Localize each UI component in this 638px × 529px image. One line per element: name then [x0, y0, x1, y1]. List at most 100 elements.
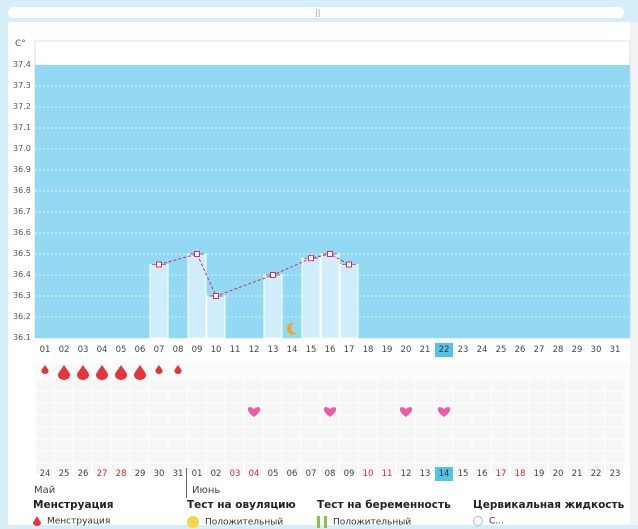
symptom-cell [530, 392, 547, 402]
symptom-cell [207, 416, 224, 426]
cycle-day-label[interactable]: 05 [115, 345, 127, 355]
symptom-cell [188, 392, 205, 402]
cycle-day-label[interactable]: 18 [362, 345, 374, 355]
cycle-day-label[interactable]: 09 [191, 345, 203, 355]
symptom-cell [264, 380, 281, 390]
cycle-day-label[interactable]: 06 [134, 345, 146, 355]
y-tick-label: 37.2 [13, 102, 31, 111]
cycle-day-label[interactable]: 25 [495, 345, 507, 355]
cycle-day-label[interactable]: 22 [435, 343, 453, 357]
symptom-cell [359, 392, 376, 402]
date-label[interactable]: 15 [457, 469, 469, 479]
date-label[interactable]: 10 [362, 469, 374, 479]
symptom-cell [416, 404, 433, 414]
date-label[interactable]: 16 [476, 469, 488, 479]
date-label[interactable]: 28 [115, 469, 127, 479]
date-label[interactable]: 07 [305, 469, 317, 479]
grip-icon[interactable]: || [315, 8, 321, 17]
symptom-cell [36, 380, 53, 390]
cycle-day-label[interactable]: 04 [96, 345, 108, 355]
symptom-cell [226, 416, 243, 426]
temperature-bar [187, 253, 207, 339]
date-label[interactable]: 09 [343, 469, 355, 479]
symptom-cell [473, 452, 490, 462]
symptom-cell [150, 416, 167, 426]
symptom-cell [131, 392, 148, 402]
date-label[interactable]: 26 [77, 469, 89, 479]
date-label[interactable]: 06 [286, 469, 298, 479]
symptom-cell [606, 392, 623, 402]
scroll-handle-bar[interactable]: || [8, 7, 624, 18]
symptom-cell [226, 464, 243, 474]
cycle-day-label[interactable]: 19 [381, 345, 393, 355]
vertical-scrollbar[interactable] [630, 22, 638, 525]
date-label[interactable]: 11 [381, 469, 393, 479]
symptom-cell [302, 392, 319, 402]
symptom-cell [378, 380, 395, 390]
symptom-cell [378, 440, 395, 450]
symptom-cell [283, 416, 300, 426]
cycle-day-label[interactable]: 12 [248, 345, 260, 355]
date-label[interactable]: 21 [571, 469, 583, 479]
symptom-cell [169, 440, 186, 450]
date-label[interactable]: 25 [58, 469, 70, 479]
symptom-cell [283, 464, 300, 474]
symptom-cell [207, 464, 224, 474]
date-label[interactable]: 24 [39, 469, 51, 479]
symptom-cell [416, 416, 433, 426]
cycle-day-label[interactable]: 02 [58, 345, 70, 355]
y-tick-label: 36.4 [13, 270, 31, 279]
cycle-day-label[interactable]: 08 [172, 345, 184, 355]
date-label[interactable]: 31 [172, 469, 184, 479]
cycle-day-label[interactable]: 23 [457, 345, 469, 355]
temperature-point [213, 293, 219, 299]
cycle-day-label[interactable]: 16 [324, 345, 336, 355]
cycle-day-label[interactable]: 20 [400, 345, 412, 355]
symptom-cell [340, 416, 357, 426]
cycle-day-label[interactable]: 10 [210, 345, 222, 355]
cycle-day-label[interactable]: 13 [267, 345, 279, 355]
date-label[interactable]: 02 [210, 469, 222, 479]
cycle-day-label[interactable]: 14 [286, 345, 298, 355]
symptom-cell [321, 416, 338, 426]
cycle-day-label[interactable]: 03 [77, 345, 89, 355]
cycle-day-label[interactable]: 01 [39, 345, 51, 355]
date-label[interactable]: 23 [609, 469, 621, 479]
cycle-day-label[interactable]: 29 [571, 345, 583, 355]
date-label[interactable]: 01 [191, 469, 203, 479]
cycle-day-label[interactable]: 11 [229, 345, 241, 355]
date-label[interactable]: 27 [96, 469, 108, 479]
date-label[interactable]: 14 [435, 467, 453, 481]
date-label[interactable]: 29 [134, 469, 146, 479]
date-label[interactable]: 19 [533, 469, 545, 479]
symptom-cell [511, 440, 528, 450]
symptom-cell [454, 392, 471, 402]
cycle-day-label[interactable]: 30 [590, 345, 602, 355]
date-label[interactable]: 18 [514, 469, 526, 479]
cycle-day-label[interactable]: 27 [533, 345, 545, 355]
cycle-day-label[interactable]: 28 [552, 345, 564, 355]
date-label[interactable]: 08 [324, 469, 336, 479]
y-tick-label: 36.9 [13, 165, 31, 174]
symptom-cell [492, 416, 509, 426]
date-label[interactable]: 04 [248, 469, 260, 479]
symptom-cell [359, 380, 376, 390]
cycle-day-label[interactable]: 21 [419, 345, 431, 355]
date-label[interactable]: 13 [419, 469, 431, 479]
date-label[interactable]: 12 [400, 469, 412, 479]
symptom-cell [207, 404, 224, 414]
cycle-day-label[interactable]: 15 [305, 345, 317, 355]
date-label[interactable]: 20 [552, 469, 564, 479]
date-label[interactable]: 22 [590, 469, 602, 479]
cycle-day-label[interactable]: 26 [514, 345, 526, 355]
cycle-day-label[interactable]: 24 [476, 345, 488, 355]
cycle-day-label[interactable]: 31 [609, 345, 621, 355]
y-tick-label: 37.4 [13, 60, 31, 69]
cycle-day-label[interactable]: 07 [153, 345, 165, 355]
symptom-cell [359, 452, 376, 462]
date-label[interactable]: 17 [495, 469, 507, 479]
cycle-day-label[interactable]: 17 [343, 345, 355, 355]
date-label[interactable]: 30 [153, 469, 165, 479]
date-label[interactable]: 03 [229, 469, 241, 479]
date-label[interactable]: 05 [267, 469, 279, 479]
